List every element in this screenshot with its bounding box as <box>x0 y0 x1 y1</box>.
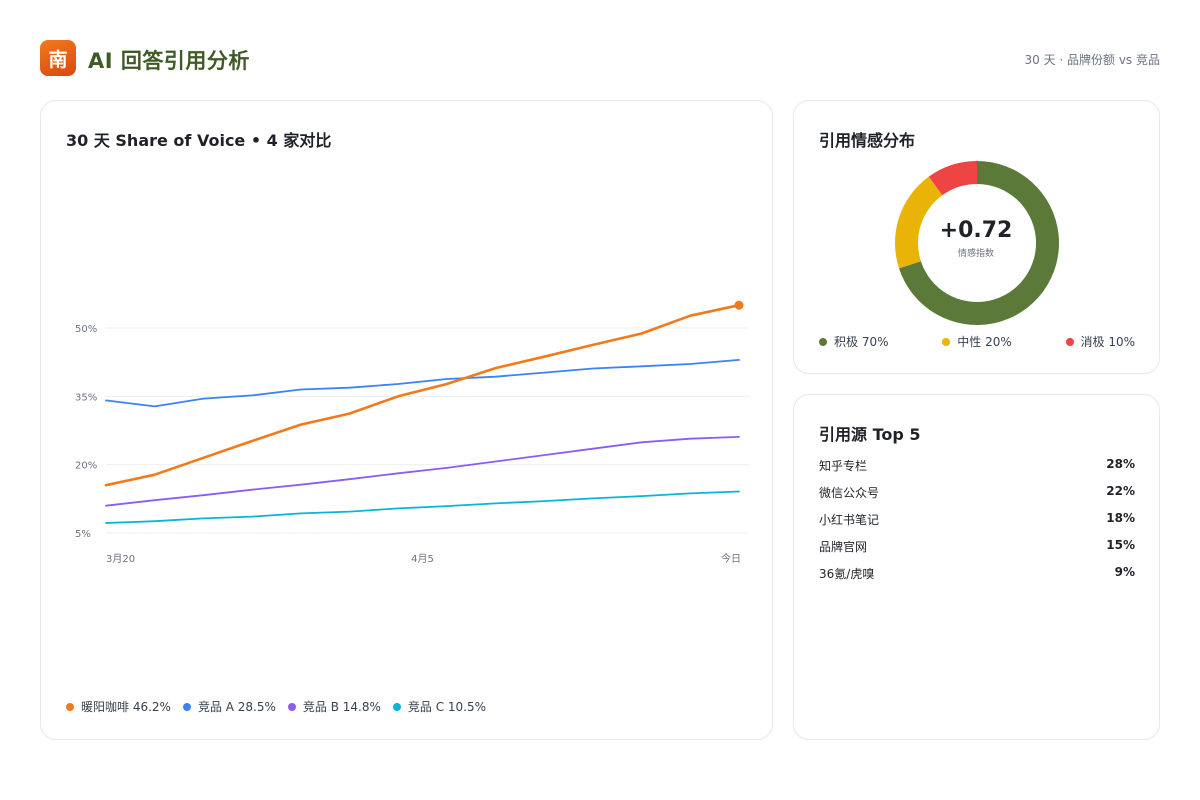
citation-sources-card: 引用源 Top 5 知乎专栏 28% 微信公众号 22% 小红书笔记 18% 品牌官网… <box>793 394 1160 740</box>
source-share: 22% <box>1106 484 1135 498</box>
series-line <box>105 358 740 408</box>
legend-item-competitor-c: 竞品 C 10.5% <box>392 698 487 715</box>
legend-label: 暖阳咖啡 46.2% <box>81 700 171 714</box>
donut-slice <box>894 176 943 269</box>
source-name: 小红书笔记 <box>819 513 880 527</box>
legend-label: 竞品 B 14.8% <box>302 700 381 714</box>
citation-sources-title: 引用源 Top 5 <box>819 425 921 444</box>
y-tick-label: 35% <box>75 392 97 403</box>
sentiment-card: 引用情感分布 +0.72 情感指数 积极 70% 中性 20% 消极 10% <box>793 100 1160 374</box>
y-tick-label: 5% <box>75 529 91 540</box>
series-line <box>104 303 741 487</box>
legend-dot <box>819 337 827 346</box>
list-item: 知乎专栏 28% <box>819 457 1135 484</box>
source-name: 知乎专栏 <box>819 459 868 473</box>
source-share: 15% <box>1106 538 1135 552</box>
page-title: AI 回答引用分析 <box>88 49 250 73</box>
share-of-voice-card: 5% 20% 35% 50% 3月20 4月5 今日 30 天 Share of Voice… <box>40 100 773 740</box>
legend-label: 消极 10% <box>1080 335 1136 349</box>
page-header: 南 AI 回答引用分析 30 天 · 品牌份额 vs 竞品 <box>40 40 1160 76</box>
legend-label: 积极 70% <box>834 335 889 349</box>
legend-item-positive: 积极 70% <box>819 333 889 350</box>
source-name: 微信公众号 <box>819 486 880 500</box>
legend-dot <box>942 337 951 346</box>
legend-dot <box>287 702 296 711</box>
list-item: 36氪/虎嗅 9% <box>819 565 1135 592</box>
share-of-voice-legend: 暖阳咖啡 46.2% 竞品 A 28.5% 竞品 B 14.8% 竞品 C 10… <box>66 698 486 715</box>
donut-slice <box>928 161 977 196</box>
sentiment-donut-chart <box>894 161 1059 325</box>
source-name: 36氪/虎嗅 <box>819 567 875 581</box>
y-tick-label: 20% <box>75 461 97 472</box>
list-item: 微信公众号 22% <box>819 484 1135 511</box>
x-tick-label: 3月20 <box>106 553 135 565</box>
share-of-voice-title: 30 天 Share of Voice • 4 家对比 <box>66 131 332 150</box>
legend-item-negative: 消极 10% <box>1065 333 1136 350</box>
citation-sources-list: 知乎专栏 28% 微信公众号 22% 小红书笔记 18% 品牌官网 15% 36氪/虎嗅… <box>819 457 1135 592</box>
legend-label: 中性 20% <box>957 335 1012 349</box>
legend-dot <box>1065 337 1074 346</box>
source-share: 28% <box>1106 457 1135 471</box>
share-of-voice-line-chart: 5% 20% 35% 50% 3月20 4月5 今日 <box>75 300 749 565</box>
legend-dot <box>66 702 74 711</box>
legend-item-competitor-b: 竞品 B 14.8% <box>287 698 381 715</box>
sentiment-legend: 积极 70% 中性 20% 消极 10% <box>819 333 1135 350</box>
app-logo: 南 <box>40 40 76 76</box>
sentiment-index-label: 情感指数 <box>957 249 994 259</box>
sentiment-title: 引用情感分布 <box>819 131 916 150</box>
series-line <box>105 490 740 524</box>
y-tick-label: 50% <box>75 324 97 335</box>
series-end-point <box>734 300 744 310</box>
legend-dot <box>182 702 191 711</box>
legend-label: 竞品 C 10.5% <box>407 700 487 714</box>
list-item: 品牌官网 15% <box>819 538 1135 565</box>
x-tick-label: 4月5 <box>411 553 434 565</box>
legend-dot <box>392 702 401 711</box>
legend-item-neutral: 中性 20% <box>942 333 1012 350</box>
sentiment-index-value: +0.72 <box>939 218 1013 243</box>
x-tick-label: 今日 <box>721 552 741 565</box>
sentiment-index: +0.72 情感指数 <box>914 218 1038 259</box>
legend-label: 竞品 A 28.5% <box>197 700 276 714</box>
legend-item-brand: 暖阳咖啡 46.2% <box>66 698 171 715</box>
source-share: 18% <box>1106 511 1135 525</box>
series-line <box>105 435 740 507</box>
source-share: 9% <box>1114 565 1135 579</box>
legend-item-competitor-a: 竞品 A 28.5% <box>182 698 276 715</box>
page-subtitle: 30 天 · 品牌份额 vs 竞品 <box>1024 53 1160 67</box>
list-item: 小红书笔记 18% <box>819 511 1135 538</box>
source-name: 品牌官网 <box>819 540 868 554</box>
